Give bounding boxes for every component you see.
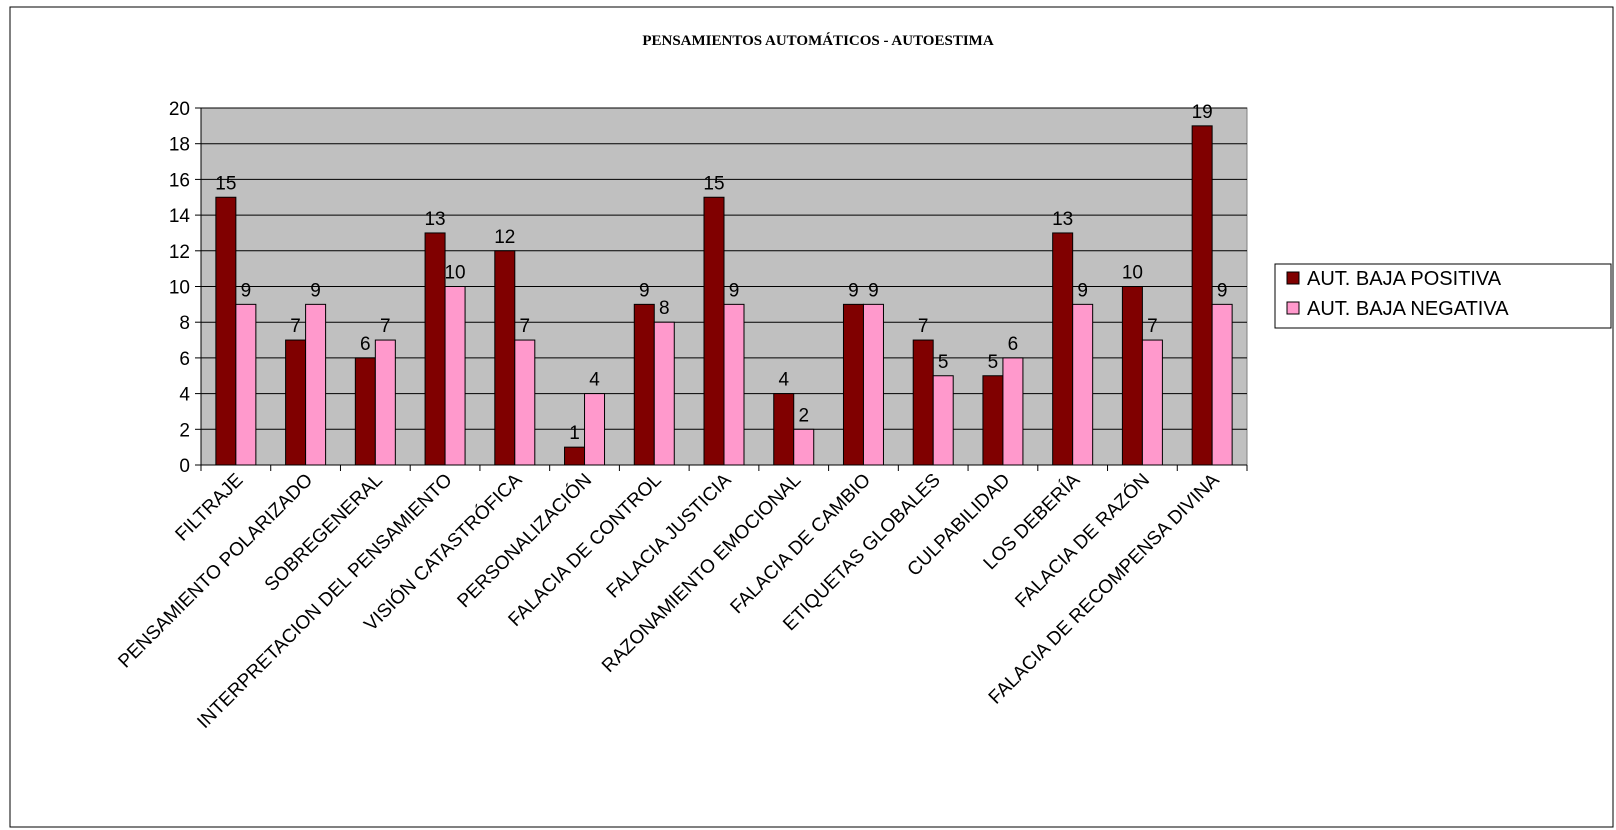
y-tick-label: 16 bbox=[169, 170, 190, 191]
bar-negativa bbox=[1072, 303, 1094, 466]
bar-positiva bbox=[1191, 125, 1213, 466]
bar-negativa bbox=[235, 303, 257, 466]
bar-negativa bbox=[444, 286, 466, 466]
data-label: 9 bbox=[241, 280, 252, 301]
data-label: 8 bbox=[659, 298, 670, 319]
legend-swatch bbox=[1286, 301, 1300, 315]
data-label: 15 bbox=[703, 173, 724, 194]
data-label: 2 bbox=[798, 405, 809, 426]
data-label: 7 bbox=[520, 316, 531, 337]
bar-negativa bbox=[1141, 339, 1163, 466]
y-tick-label: 6 bbox=[179, 349, 190, 370]
y-tick-label: 18 bbox=[169, 135, 190, 156]
data-label: 6 bbox=[1008, 334, 1019, 355]
bar-positiva bbox=[215, 196, 237, 466]
data-label: 4 bbox=[778, 370, 789, 391]
y-tick-label: 0 bbox=[179, 456, 190, 477]
bar-negativa bbox=[305, 303, 327, 466]
bar-positiva bbox=[633, 303, 655, 466]
data-label: 9 bbox=[729, 280, 740, 301]
bar-positiva bbox=[1052, 232, 1074, 466]
data-label: 15 bbox=[215, 173, 236, 194]
y-tick-label: 10 bbox=[169, 278, 190, 299]
y-tick-label: 2 bbox=[179, 420, 190, 441]
bar-positiva bbox=[912, 339, 934, 466]
legend-swatch bbox=[1286, 271, 1300, 285]
bar-positiva bbox=[703, 196, 725, 466]
data-label: 19 bbox=[1192, 102, 1213, 123]
legend-label: AUT. BAJA POSITIVA bbox=[1307, 268, 1502, 290]
bar-positiva bbox=[424, 232, 446, 466]
bar-negativa bbox=[723, 303, 745, 466]
y-tick-label: 12 bbox=[169, 242, 190, 263]
bar-positiva bbox=[842, 303, 864, 466]
bar-negativa bbox=[1002, 357, 1024, 466]
bar-positiva bbox=[564, 446, 586, 466]
legend-box bbox=[1274, 263, 1612, 329]
bar-positiva bbox=[285, 339, 307, 466]
data-label: 9 bbox=[639, 280, 650, 301]
data-label: 13 bbox=[1052, 209, 1073, 230]
bar-negativa bbox=[653, 321, 675, 466]
data-label: 10 bbox=[1122, 263, 1143, 284]
data-label: 10 bbox=[444, 263, 465, 284]
legend: AUT. BAJA POSITIVA AUT. BAJA NEGATIVA bbox=[1274, 263, 1612, 329]
data-label: 7 bbox=[1147, 316, 1158, 337]
data-label: 7 bbox=[290, 316, 301, 337]
bar-positiva bbox=[773, 393, 795, 466]
data-label: 7 bbox=[380, 316, 391, 337]
data-label: 13 bbox=[424, 209, 445, 230]
data-label: 6 bbox=[360, 334, 371, 355]
bar-positiva bbox=[354, 357, 376, 466]
data-label: 5 bbox=[938, 352, 949, 373]
bar-positiva bbox=[1121, 286, 1143, 466]
bar-negativa bbox=[793, 428, 815, 466]
data-label: 4 bbox=[589, 370, 600, 391]
y-tick-label: 20 bbox=[169, 99, 190, 120]
data-label: 9 bbox=[868, 280, 879, 301]
legend-label: AUT. BAJA NEGATIVA bbox=[1307, 298, 1509, 320]
y-tick-label: 8 bbox=[179, 313, 190, 334]
bar-negativa bbox=[374, 339, 396, 466]
chart-title: PENSAMIENTOS AUTOMÁTICOS - AUTOESTIMA bbox=[642, 32, 993, 49]
data-label: 9 bbox=[1217, 280, 1228, 301]
bar-negativa bbox=[584, 393, 606, 466]
data-label: 9 bbox=[1077, 280, 1088, 301]
data-label: 12 bbox=[494, 227, 515, 248]
bar-negativa bbox=[862, 303, 884, 466]
data-label: 5 bbox=[988, 352, 999, 373]
data-label: 1 bbox=[569, 423, 580, 444]
bar-positiva bbox=[982, 375, 1004, 466]
bar-negativa bbox=[1211, 303, 1233, 466]
y-tick-label: 14 bbox=[169, 206, 191, 227]
bar-negativa bbox=[932, 375, 954, 466]
data-label: 7 bbox=[918, 316, 929, 337]
bar-negativa bbox=[514, 339, 536, 466]
bar-positiva bbox=[494, 250, 516, 466]
data-label: 9 bbox=[310, 280, 321, 301]
y-tick-label: 4 bbox=[179, 385, 190, 406]
data-label: 9 bbox=[848, 280, 859, 301]
